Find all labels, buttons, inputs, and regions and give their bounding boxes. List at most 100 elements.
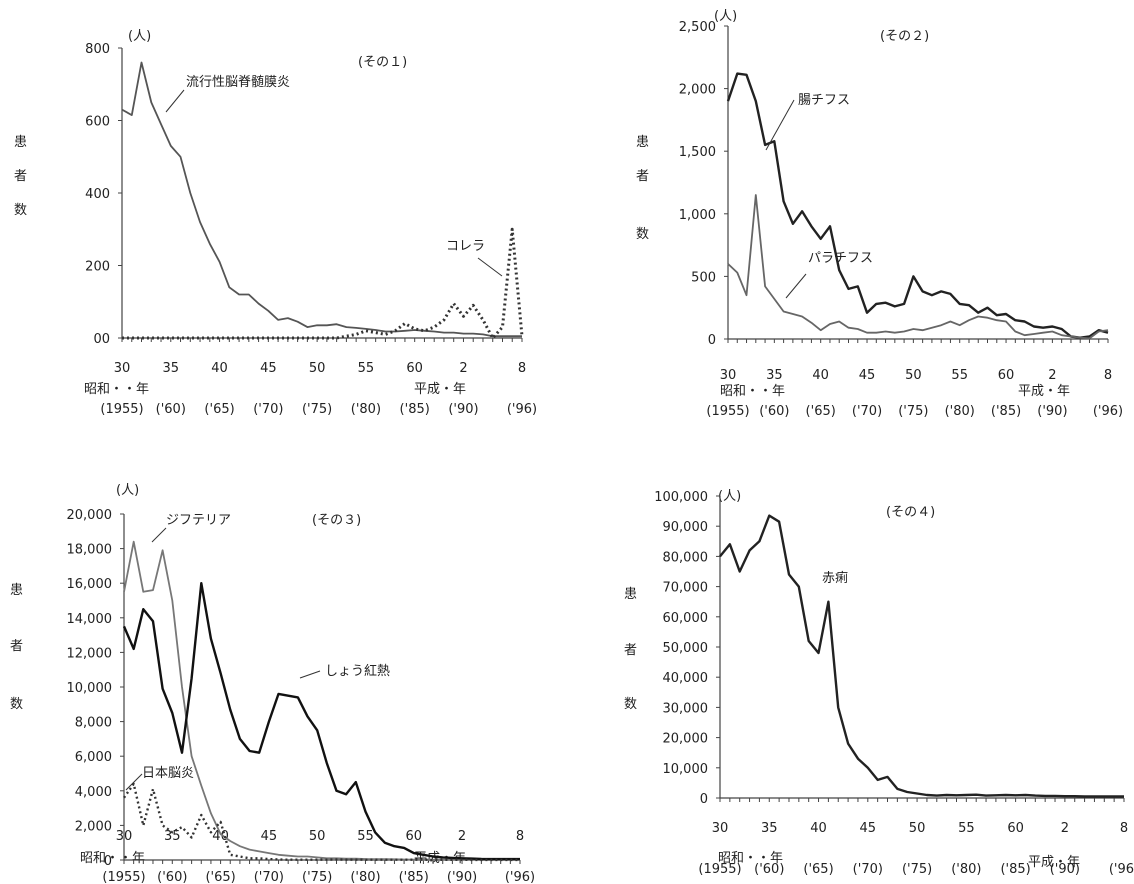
series-annotation: パラチフス [808,251,873,266]
series-annotation: 赤痢 [822,570,848,586]
chart-panel-2: (人) (その２) 患 者 数 昭和・・年 平成・年 0 500 1,000 1,50… [636,9,1123,419]
unit-label: (人) [116,483,139,498]
y-axis-char: 数 [10,697,23,712]
x-era-tick-label: 35 [761,821,778,836]
x-era-tick-label: 40 [810,821,827,836]
plot-area: 0 2,000 4,000 6,000 8,000 10,000 12,000 14,000 1… [67,508,536,884]
y-axis-char: 患 [14,135,27,150]
x-year-tick-label: ('65) [803,862,833,877]
y-tick-label: 10,000 [663,762,709,777]
x-era-tick-label: 60 [405,829,422,844]
x-year-tick-label: ('80) [951,862,981,877]
x-era-tick-label: 8 [516,829,524,844]
x-era-tick-label: 45 [261,829,278,844]
x-year-tick-label: (1955) [102,870,145,884]
y-tick-label: 100,000 [654,490,708,505]
series-line-コレラ [122,227,524,340]
x-year-tick-label: ('65) [806,404,836,419]
y-tick-label: 2,000 [75,819,112,834]
x-year-tick-label: ('60) [754,862,784,877]
chart-title: (その４) [886,505,935,520]
y-tick-label: 0 [708,333,716,348]
x-era-tick-label: 2 [1061,821,1069,836]
x-year-tick-label: ('70) [852,404,882,419]
x-era-tick-label: 50 [909,821,926,836]
annotation-leader [765,99,795,151]
y-axis-title: 患 者 数 [636,135,649,242]
x-era-tick-label: 55 [951,368,968,383]
era-heisei-label: 平成・年 [1018,384,1070,399]
y-axis-char: 数 [624,697,637,712]
unit-label: (人) [714,9,737,24]
x-era-tick-label: 40 [211,361,228,376]
x-era-tick-label: 55 [958,821,975,836]
chart-panel-3: (人) (その３) 患 者 数 昭和・・年 平成・年 02,0004,0006,… [10,483,536,884]
y-axis-char: 者 [636,169,649,184]
y-axis-char: 数 [636,227,649,242]
x-era-tick-label: 35 [163,361,180,376]
x-era-tick-label: 60 [998,368,1015,383]
series-annotation: 腸チフス [798,93,850,108]
y-tick-label: 200 [85,260,110,275]
chart-title: (その２) [880,29,929,44]
era-showa-label: 昭和・・年 [720,384,785,399]
annotation-leader [785,273,807,299]
y-tick-label: 1,000 [679,208,716,223]
chart-title: (その１) [358,55,407,70]
x-year-tick-label: ('75) [302,870,332,884]
y-axis-char: 者 [14,169,27,184]
x-era-tick-label: 50 [309,361,326,376]
y-tick-label: 70,000 [663,581,709,596]
series-line-しょう紅熱 [122,581,520,861]
y-tick-label: 12,000 [67,646,113,661]
plot-area: 00 200 400 600 800 30 35 40 45 50 55 60 2 8 (1955) ('60… [85,42,537,417]
x-year-tick-label: ('70) [254,870,284,884]
x-era-tick-label: 2 [459,361,467,376]
annotation-leader [299,670,321,679]
series-annotation: しょう紅熱 [325,664,390,679]
series-line-赤痢 [719,514,1124,798]
y-tick-label: 60,000 [663,611,709,626]
y-tick-label: 1,500 [679,145,716,160]
x-year-tick-label: ('96) [507,402,537,417]
x-year-tick-label: ('60) [759,404,789,419]
x-year-tick-label: (1955) [100,402,143,417]
chart-panel-4: (人) (その４) 患 者 数 昭和・・年 平成・年 0 10,000 20,000… [624,489,1134,877]
axis-lines [719,496,1124,799]
y-tick-label: 20,000 [67,508,113,523]
era-showa-label: 昭和・・年 [80,851,145,866]
y-tick-label: 20,000 [663,732,709,747]
y-tick-label: 30,000 [663,701,709,716]
x-year-tick-label: ('65) [204,402,234,417]
x-era-tick-label: 45 [859,368,876,383]
series-annotation: 流行性脳脊髄膜炎 [186,75,290,90]
x-era-tick-label: 60 [406,361,423,376]
y-tick-label: 90,000 [663,520,709,535]
x-year-tick-label: ('90) [447,870,477,884]
x-year-tick-label: ('60) [157,870,187,884]
y-axis-title: 患 者 数 [624,587,637,712]
annotation-leader [477,257,503,277]
y-tick-label: 18,000 [67,543,113,558]
x-year-tick-label: (1955) [698,862,741,877]
y-tick-label: 00 [93,332,110,347]
x-year-tick-label: ('70) [853,862,883,877]
y-axis-char: 患 [624,587,637,602]
y-tick-label: 50,000 [663,641,709,656]
y-tick-label: 500 [691,270,716,285]
x-year-tick-label: ('85) [1000,862,1030,877]
x-year-tick-label: ('85) [991,404,1021,419]
y-axis-char: 者 [624,643,637,658]
y-axis-char: 者 [10,639,23,654]
x-era-tick-label: 45 [860,821,877,836]
y-axis-char: 患 [636,135,649,150]
x-era-tick-label: 45 [260,361,277,376]
y-axis-char: 患 [10,583,23,598]
y-tick-label: 8,000 [75,716,112,731]
era-heisei-label: 平成・年 [414,382,466,397]
x-era-tick-label: 8 [518,361,526,376]
unit-label: (人) [128,29,151,44]
x-era-tick-label: 30 [116,829,133,844]
axis-lines [727,26,1108,340]
y-tick-label: 6,000 [75,750,112,765]
